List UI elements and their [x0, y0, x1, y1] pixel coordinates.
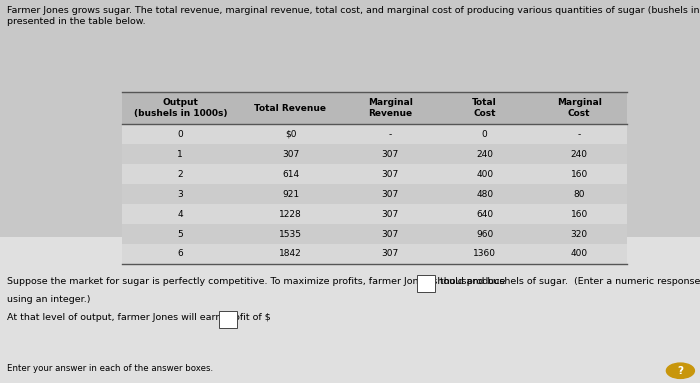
- Text: 307: 307: [382, 210, 399, 219]
- Text: 400: 400: [570, 249, 588, 259]
- Text: 921: 921: [282, 190, 299, 199]
- Text: 240: 240: [476, 150, 494, 159]
- Text: 320: 320: [570, 229, 588, 239]
- Text: 1360: 1360: [473, 249, 496, 259]
- Text: 6: 6: [177, 249, 183, 259]
- Text: Total
Cost: Total Cost: [473, 98, 497, 118]
- Text: 640: 640: [476, 210, 494, 219]
- FancyBboxPatch shape: [122, 184, 626, 204]
- Text: Output
(bushels in 1000s): Output (bushels in 1000s): [134, 98, 227, 118]
- Text: 960: 960: [476, 229, 494, 239]
- Text: Farmer Jones grows sugar. The total revenue, marginal revenue, total cost, and m: Farmer Jones grows sugar. The total reve…: [7, 6, 700, 26]
- Text: 5: 5: [177, 229, 183, 239]
- Text: 307: 307: [382, 249, 399, 259]
- Text: $0: $0: [285, 130, 296, 139]
- Text: 4: 4: [177, 210, 183, 219]
- Text: 80: 80: [573, 190, 585, 199]
- Text: 614: 614: [282, 170, 299, 179]
- Text: 3: 3: [177, 190, 183, 199]
- Text: 240: 240: [570, 150, 588, 159]
- Text: -: -: [578, 130, 581, 139]
- Text: 160: 160: [570, 170, 588, 179]
- Text: Marginal
Cost: Marginal Cost: [556, 98, 602, 118]
- FancyBboxPatch shape: [122, 144, 626, 164]
- Text: 307: 307: [382, 170, 399, 179]
- Text: At that level of output, farmer Jones will earn profit of $: At that level of output, farmer Jones wi…: [7, 313, 271, 322]
- Text: 0: 0: [177, 130, 183, 139]
- Text: thousand bushels of sugar.  (Enter a numeric response: thousand bushels of sugar. (Enter a nume…: [440, 277, 700, 285]
- Text: using an integer.): using an integer.): [7, 295, 90, 304]
- FancyBboxPatch shape: [122, 244, 626, 264]
- FancyBboxPatch shape: [417, 275, 435, 292]
- Text: 307: 307: [382, 190, 399, 199]
- Text: Suppose the market for sugar is perfectly competitive. To maximize profits, farm: Suppose the market for sugar is perfectl…: [7, 277, 505, 285]
- Circle shape: [666, 363, 694, 378]
- Text: 160: 160: [570, 210, 588, 219]
- Text: 0: 0: [482, 130, 488, 139]
- FancyBboxPatch shape: [122, 92, 626, 124]
- FancyBboxPatch shape: [122, 164, 626, 184]
- Text: Marginal
Revenue: Marginal Revenue: [368, 98, 413, 118]
- Text: -: -: [389, 130, 392, 139]
- Text: 480: 480: [476, 190, 494, 199]
- FancyBboxPatch shape: [219, 311, 237, 328]
- FancyBboxPatch shape: [122, 224, 626, 244]
- Text: 400: 400: [476, 170, 494, 179]
- FancyBboxPatch shape: [0, 237, 700, 383]
- FancyBboxPatch shape: [122, 204, 626, 224]
- Text: ?: ?: [678, 366, 683, 376]
- Text: Enter your answer in each of the answer boxes.: Enter your answer in each of the answer …: [7, 365, 213, 373]
- FancyBboxPatch shape: [122, 124, 626, 144]
- Text: 1: 1: [177, 150, 183, 159]
- Text: 1842: 1842: [279, 249, 302, 259]
- Text: 307: 307: [382, 150, 399, 159]
- Text: 307: 307: [382, 229, 399, 239]
- Text: Total Revenue: Total Revenue: [255, 104, 326, 113]
- Text: 1535: 1535: [279, 229, 302, 239]
- Text: 307: 307: [282, 150, 299, 159]
- Text: 1228: 1228: [279, 210, 302, 219]
- Text: 2: 2: [177, 170, 183, 179]
